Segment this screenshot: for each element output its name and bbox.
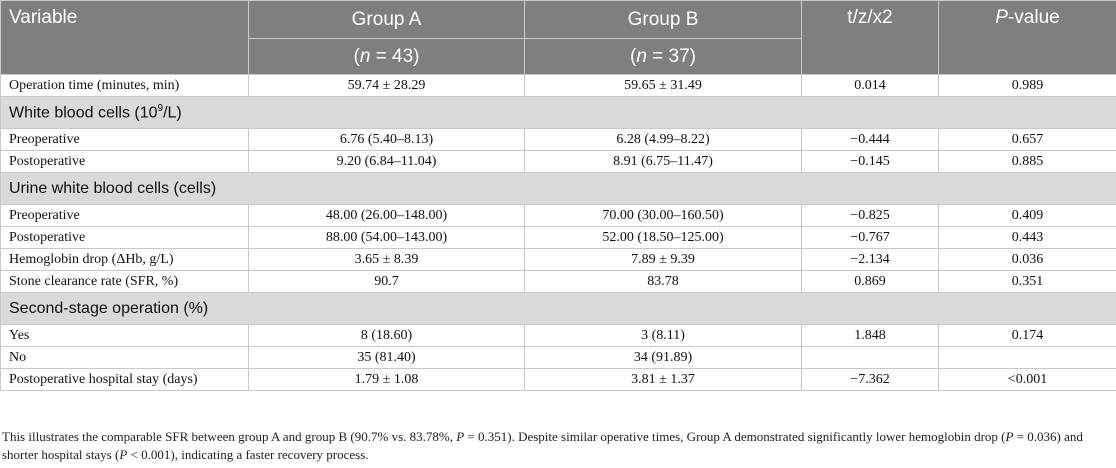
cell-statistic: −0.444: [801, 128, 939, 151]
cell-statistic: −7.362: [801, 368, 939, 391]
cell-p-value: 0.351: [938, 270, 1116, 293]
cell-group-a: 35 (81.40): [248, 346, 525, 369]
table-row: Postoperative 9.20 (6.84–11.04) 8.91 (6.…: [0, 150, 1116, 173]
cell-statistic: −0.145: [801, 150, 939, 173]
header-n-group-a: (n = 43): [248, 38, 525, 75]
cell-group-b: 52.00 (18.50–125.00): [524, 226, 802, 249]
section-label: White blood cells (109/L): [0, 96, 1116, 129]
cell-p-value: 0.036: [938, 248, 1116, 271]
table-footnote: This illustrates the comparable SFR betw…: [2, 429, 1083, 462]
table-row: Stone clearance rate (SFR, %) 90.7 83.78…: [0, 270, 1116, 293]
cell-group-a: 8 (18.60): [248, 324, 525, 347]
cell-group-a: 9.20 (6.84–11.04): [248, 150, 525, 173]
cell-group-b: 6.28 (4.99–8.22): [524, 128, 802, 151]
cell-group-a: 6.76 (5.40–8.13): [248, 128, 525, 151]
header-variable: Variable: [0, 0, 249, 75]
header-group-a: Group A: [248, 0, 525, 39]
row-label: Stone clearance rate (SFR, %): [0, 270, 249, 293]
table-row: No 35 (81.40) 34 (91.89): [0, 346, 1116, 369]
header-statistic: t/z/x2: [801, 0, 939, 75]
cell-group-b: 3 (8.11): [524, 324, 802, 347]
cell-group-b: 59.65 ± 31.49: [524, 74, 802, 97]
section-row-second-stage: Second-stage operation (%): [0, 292, 1116, 325]
section-row-urine-wbc: Urine white blood cells (cells): [0, 172, 1116, 205]
table-row: Yes 8 (18.60) 3 (8.11) 1.848 0.174: [0, 324, 1116, 347]
row-label: Preoperative: [0, 128, 249, 151]
table-row: Preoperative 6.76 (5.40–8.13) 6.28 (4.99…: [0, 128, 1116, 151]
cell-p-value: 0.409: [938, 204, 1116, 227]
cell-group-b: 3.81 ± 1.37: [524, 368, 802, 391]
cell-statistic: 0.869: [801, 270, 939, 293]
row-label: Preoperative: [0, 204, 249, 227]
header-p-value: P-value: [938, 0, 1116, 75]
cell-p-value: [938, 346, 1116, 369]
cell-statistic: [801, 346, 939, 369]
cell-group-b: 7.89 ± 9.39: [524, 248, 802, 271]
table-row: Operation time (minutes, min) 59.74 ± 28…: [0, 74, 1116, 97]
header-group-b: Group B: [524, 0, 802, 39]
table-row: Hemoglobin drop (ΔHb, g/L) 3.65 ± 8.39 7…: [0, 248, 1116, 271]
row-label: Hemoglobin drop (ΔHb, g/L): [0, 248, 249, 271]
header-n-group-b: (n = 37): [524, 38, 802, 75]
cell-statistic: −0.767: [801, 226, 939, 249]
row-label: Postoperative: [0, 226, 249, 249]
cell-group-b: 70.00 (30.00–160.50): [524, 204, 802, 227]
cell-statistic: −0.825: [801, 204, 939, 227]
cell-p-value: 0.885: [938, 150, 1116, 173]
section-label: Urine white blood cells (cells): [0, 172, 1116, 205]
results-table: Variable Group A Group B t/z/x2 P-value …: [0, 0, 1116, 391]
row-label: Postoperative hospital stay (days): [0, 368, 249, 391]
cell-statistic: 0.014: [801, 74, 939, 97]
cell-p-value: 0.989: [938, 74, 1116, 97]
cell-group-b: 34 (91.89): [524, 346, 802, 369]
cell-group-a: 1.79 ± 1.08: [248, 368, 525, 391]
cell-group-b: 83.78: [524, 270, 802, 293]
cell-group-a: 90.7: [248, 270, 525, 293]
section-row-wbc: White blood cells (109/L): [0, 96, 1116, 129]
row-label: Yes: [0, 324, 249, 347]
section-label: Second-stage operation (%): [0, 292, 1116, 325]
table-row: Preoperative 48.00 (26.00–148.00) 70.00 …: [0, 204, 1116, 227]
cell-group-a: 59.74 ± 28.29: [248, 74, 525, 97]
cell-group-b: 8.91 (6.75–11.47): [524, 150, 802, 173]
cell-statistic: 1.848: [801, 324, 939, 347]
cell-p-value: 0.657: [938, 128, 1116, 151]
row-label: Postoperative: [0, 150, 249, 173]
cell-group-a: 3.65 ± 8.39: [248, 248, 525, 271]
table-row: Postoperative 88.00 (54.00–143.00) 52.00…: [0, 226, 1116, 249]
cell-statistic: −2.134: [801, 248, 939, 271]
cell-group-a: 88.00 (54.00–143.00): [248, 226, 525, 249]
table-row: Postoperative hospital stay (days) 1.79 …: [0, 368, 1116, 391]
row-label: Operation time (minutes, min): [0, 74, 249, 97]
cell-p-value: 0.174: [938, 324, 1116, 347]
row-label: No: [0, 346, 249, 369]
cell-p-value: <0.001: [938, 368, 1116, 391]
cell-group-a: 48.00 (26.00–148.00): [248, 204, 525, 227]
cell-p-value: 0.443: [938, 226, 1116, 249]
